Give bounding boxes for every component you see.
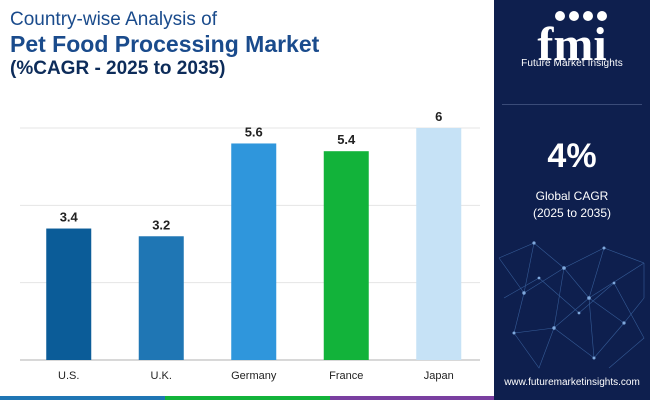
bar-germany [231, 143, 277, 360]
bar-chart: 3.4 U.S. 3.2 U.K. 5.6 Germany 5.4 France 6 Japan [20, 109, 480, 382]
data-label: 3.2 [152, 217, 170, 232]
x-tick-label: France [329, 370, 363, 382]
data-label: 5.4 [337, 132, 356, 147]
sidebar-divider [502, 104, 642, 105]
bar-us [46, 228, 92, 360]
x-tick-label: U.S. [58, 370, 79, 382]
bar-uk [138, 236, 184, 360]
bottom-strip-segment [0, 396, 165, 400]
title-line-1: Country-wise Analysis of [10, 9, 217, 30]
data-label: 3.4 [60, 210, 79, 225]
title-line-2: Pet Food Processing Market [10, 31, 320, 57]
network-decoration-icon [498, 241, 645, 369]
bottom-color-strip [0, 396, 494, 400]
x-tick-label: U.K. [151, 370, 172, 382]
website-link[interactable]: www.futuremarketinsights.com [504, 377, 640, 388]
chart-title-block: Country-wise Analysis of Pet Food Proces… [10, 8, 319, 80]
sidebar-panel: fmi Future Market Insights 4% Global CAG… [494, 0, 650, 400]
cagr-label-line-1: Global CAGR [535, 189, 609, 203]
x-tick-label: Japan [424, 370, 454, 382]
bar-japan [416, 128, 462, 360]
data-label: 6 [435, 109, 442, 124]
x-tick-label: Germany [231, 370, 277, 382]
bottom-strip-segment [330, 396, 494, 400]
bottom-strip-segment [165, 396, 330, 400]
data-label: 5.6 [245, 124, 263, 139]
logo-text: Future Market Insights [521, 58, 623, 69]
global-cagr-value: 4% [547, 137, 597, 175]
cagr-label-line-2: (2025 to 2035) [532, 206, 612, 220]
title-line-3: (%CAGR - 2025 to 2035) [10, 58, 226, 79]
bar-france [323, 151, 369, 360]
svg-text:fmi: fmi [537, 18, 606, 68]
fmi-logo-icon: fmi [537, 11, 607, 68]
global-cagr-label: Global CAGR (2025 to 2035) [494, 188, 650, 222]
